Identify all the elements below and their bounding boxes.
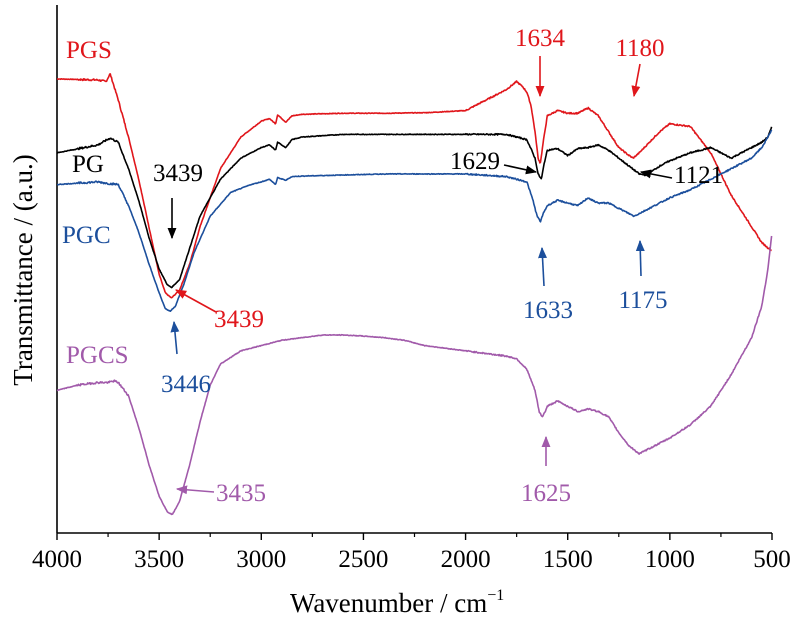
series-label-pg: PG [72,151,104,178]
annotation-label: 1175 [618,287,667,314]
x-tick-label: 1000 [645,546,695,573]
peak-annotations: 1634 1180 3439 1629 1121 3439 3446 1633 1175 3435… [153,25,723,507]
x-tick-label: 1500 [543,546,593,573]
x-tick-label: 2000 [441,546,491,573]
series-curves [56,73,773,516]
annotation-arrow [538,246,548,287]
series-label-pgc: PGC [62,222,111,249]
x-tick-label: 2500 [338,546,388,573]
series-label-pgcs: PGCS [66,342,129,369]
annotation-arrow [175,289,217,313]
x-tick-label: 500 [753,546,791,573]
series-label-pgs: PGS [66,37,112,64]
annotation-label: 3435 [216,480,266,507]
x-axis-title-text: Wavenumber / cm [290,588,487,618]
annotation-arrow [635,239,645,277]
series-line-pgc [56,129,773,312]
annotation-arrow [170,320,180,355]
annotation-label: 1121 [674,162,723,189]
x-tick-label: 4000 [32,546,82,573]
annotation-arrow [631,63,641,98]
x-axis-ticks: 4000 3500 3000 2500 2000 1500 1000 500 [32,533,791,573]
y-axis-title: Transmittance / (a.u.) [8,154,38,385]
annotation-arrow [503,164,538,175]
series-line-pg [56,126,773,289]
series-line-pgcs [56,235,773,516]
annotation-label: 3439 [214,306,264,333]
annotation-arrow [175,485,215,495]
annotation-label: 1633 [523,297,573,324]
annotation-label: 1629 [450,148,500,175]
x-axis-title-superscript: −1 [487,587,504,604]
x-axis-title: Wavenumber / cm−1 [290,587,504,618]
x-tick-label: 3500 [134,546,184,573]
annotation-arrow [639,169,673,179]
annotation-label: 3439 [153,160,203,187]
annotation-label: 1634 [515,25,566,52]
annotation-label: 1625 [521,480,571,507]
annotation-label: 1180 [615,35,664,62]
x-tick-label: 3000 [236,546,286,573]
annotation-label: 3446 [161,371,211,398]
